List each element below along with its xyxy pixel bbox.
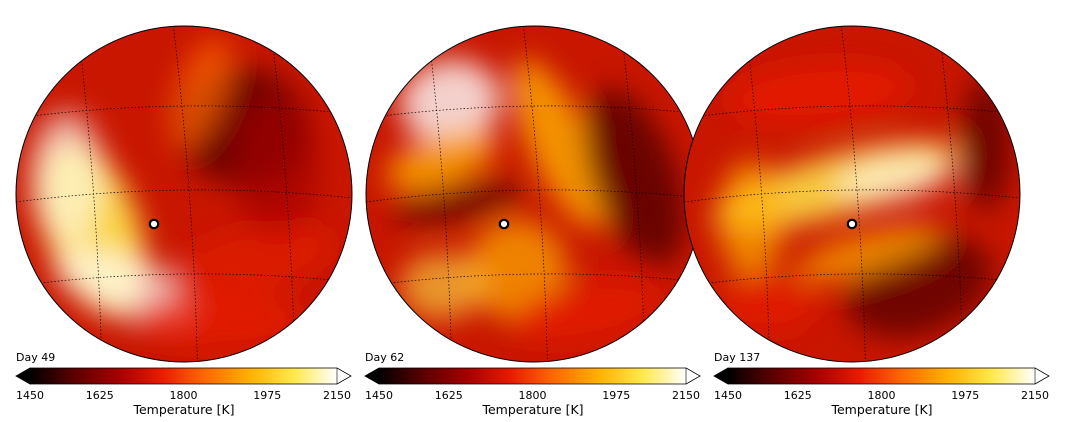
latitude-line <box>366 273 702 287</box>
temperature-field <box>385 58 686 345</box>
colorbar-gradient <box>728 368 1035 384</box>
latitude-line <box>366 189 702 203</box>
latitude-line <box>366 105 702 119</box>
longitude-line <box>173 26 198 362</box>
temperature-blob <box>717 160 785 278</box>
longitude-line <box>841 26 866 362</box>
latitude-line <box>16 189 352 203</box>
temperature-blob <box>399 252 484 320</box>
tick-label-1-1: 1625 <box>86 389 114 402</box>
substellar-point-marker <box>148 218 160 230</box>
colorbar-extend-max <box>1034 367 1050 385</box>
latitude-line <box>684 273 1020 287</box>
tick-label-2-2: 1800 <box>519 389 547 402</box>
colorbar-extend-min <box>15 367 31 385</box>
temperature-blob <box>399 59 501 144</box>
longitude-line <box>77 26 102 362</box>
latitude-line <box>16 105 352 119</box>
colorbar-outline <box>15 367 352 385</box>
latitude-line <box>684 189 1020 203</box>
tick-label-1-3: 1975 <box>253 389 281 402</box>
graticule <box>684 26 1020 362</box>
colorbar-extend-min <box>713 367 729 385</box>
colorbar-1 <box>15 367 352 385</box>
colorbar-extend-max <box>685 367 701 385</box>
tick-label-2-0: 1450 <box>365 389 393 402</box>
colorbar-extend-max <box>336 367 352 385</box>
temperature-blob <box>392 182 525 223</box>
tick-label-3-1: 1625 <box>784 389 812 402</box>
globe-outline <box>15 25 353 363</box>
temperature-blob <box>234 93 319 245</box>
temperature-blob <box>511 58 607 229</box>
panel-title-1: Day 49 <box>16 351 55 364</box>
tick-label-2-3: 1975 <box>602 389 630 402</box>
longitude-line <box>427 26 452 362</box>
graticule <box>16 26 352 362</box>
temperature-field <box>29 37 333 351</box>
colorbar-3 <box>713 367 1050 385</box>
longitude-line <box>523 26 548 362</box>
tick-label-3-0: 1450 <box>714 389 742 402</box>
tick-label-2-4: 2150 <box>672 389 700 402</box>
tick-label-1-0: 1450 <box>16 389 44 402</box>
temperature-blob <box>726 62 911 125</box>
temperature-blob <box>385 129 498 192</box>
latitude-line <box>684 105 1020 119</box>
substellar-point-marker <box>498 218 510 230</box>
temperature-blob <box>835 151 953 203</box>
tick-label-1-2: 1800 <box>170 389 198 402</box>
tick-label-3-2: 1800 <box>868 389 896 402</box>
tick-label-1-4: 2150 <box>323 389 351 402</box>
panel-1: Day 49 1450 1625 1800 1975 2150 Temperat… <box>15 25 353 417</box>
colorbar-gradient <box>379 368 686 384</box>
temperature-blob <box>717 272 819 334</box>
globe-map-1 <box>15 25 353 363</box>
substellar-point-marker <box>846 218 858 230</box>
graticule <box>366 26 702 362</box>
tick-label-2-1: 1625 <box>435 389 463 402</box>
globe-map-3 <box>683 25 1021 363</box>
tick-label-3-3: 1975 <box>951 389 979 402</box>
colorbar-outline <box>713 367 1050 385</box>
temperature-blob <box>133 289 302 351</box>
panel-title-2: Day 62 <box>365 351 404 364</box>
panel-title-3: Day 137 <box>714 351 760 364</box>
temperature-blob <box>584 89 686 266</box>
colorbar-label-1: Temperature [K] <box>132 402 234 417</box>
colorbar-2 <box>364 367 701 385</box>
temperature-blob <box>961 76 1012 211</box>
colorbar-extend-min <box>364 367 380 385</box>
longitude-line <box>745 26 770 362</box>
tick-label-3-4: 2150 <box>1021 389 1049 402</box>
globe-outline <box>683 25 1021 363</box>
temperature-blob <box>795 225 943 281</box>
colorbar-label-2: Temperature [K] <box>481 402 583 417</box>
panel-3: Day 137 1450 1625 1800 1975 2150 Tempera… <box>683 25 1050 417</box>
temperature-blob <box>509 279 660 345</box>
colorbar-gradient <box>30 368 337 384</box>
temperature-field <box>713 62 1012 338</box>
longitude-line <box>620 26 646 362</box>
panel-2: Day 62 1450 1625 1800 1975 2150 Temperat… <box>364 25 703 417</box>
longitude-line <box>270 26 296 362</box>
longitude-line <box>938 26 964 362</box>
colorbar-label-3: Temperature [K] <box>830 402 932 417</box>
temperature-blob <box>169 37 232 150</box>
globe-map-2 <box>365 25 703 363</box>
colorbar-outline <box>364 367 701 385</box>
latitude-line <box>16 273 352 287</box>
temperature-blob <box>29 110 104 245</box>
